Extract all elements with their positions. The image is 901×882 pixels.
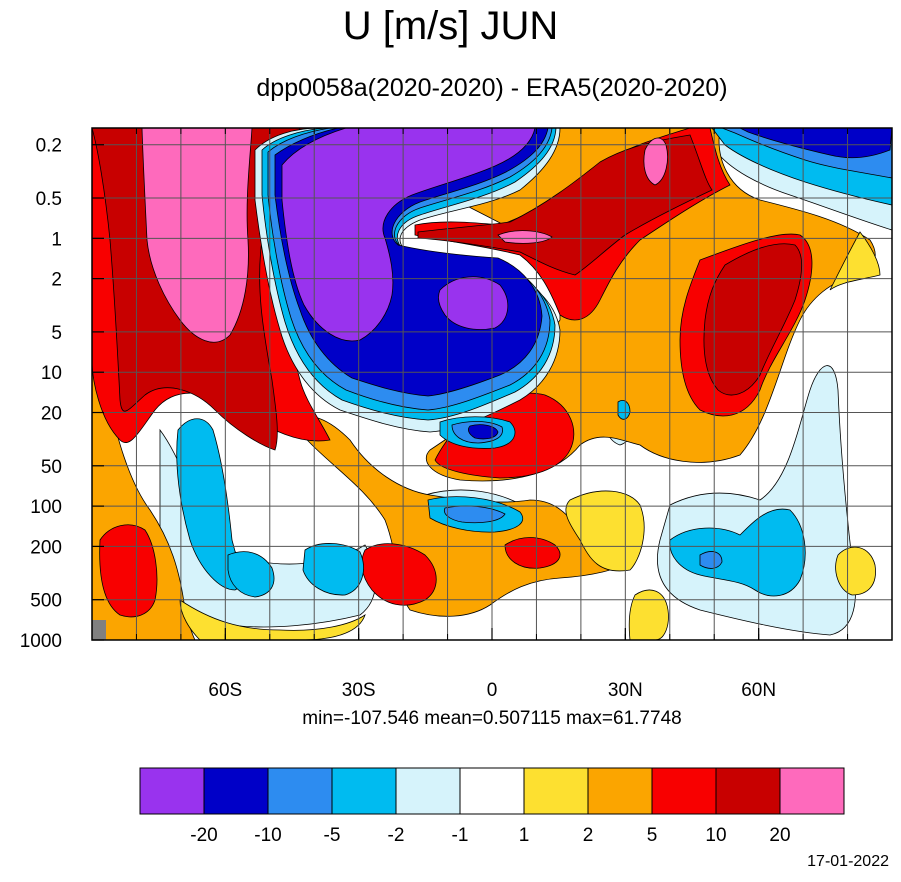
x-tick-label: 60N bbox=[741, 680, 776, 701]
y-tick-label: 10 bbox=[41, 363, 62, 384]
colorbar-swatch bbox=[395, 767, 461, 815]
y-tick-label: 50 bbox=[41, 457, 62, 478]
colorbar-swatch bbox=[587, 767, 653, 815]
chart-subtitle: dpp0058a(2020-2020) - ERA5(2020-2020) bbox=[256, 74, 728, 102]
x-tick-label: 0 bbox=[487, 680, 498, 701]
y-tick-label: 5 bbox=[51, 323, 62, 344]
colorbar-level-label: -1 bbox=[452, 825, 469, 846]
region-red-lower-eq bbox=[504, 537, 561, 569]
topography-mask bbox=[92, 620, 106, 640]
colorbar-swatch bbox=[459, 767, 525, 815]
region-navy-20hpa bbox=[468, 424, 499, 440]
region-yellow-80n bbox=[835, 546, 876, 596]
colorbar-swatch bbox=[203, 767, 269, 815]
region-yellow-south bbox=[179, 599, 366, 640]
y-tick-label: 1000 bbox=[20, 631, 62, 652]
region-yellow-center bbox=[565, 490, 645, 572]
colorbar-swatch bbox=[267, 767, 333, 815]
colorbar-level-label: -2 bbox=[388, 825, 405, 846]
region-yellow-upper bbox=[829, 231, 881, 291]
y-tick-label: 0.2 bbox=[36, 136, 62, 157]
colorbar-level-label: -10 bbox=[254, 825, 281, 846]
colorbar-level-label: -20 bbox=[190, 825, 217, 846]
x-tick-label: 30S bbox=[342, 680, 376, 701]
y-tick-label: 100 bbox=[30, 497, 62, 518]
y-tick-label: 2 bbox=[51, 270, 62, 291]
y-tick-label: 0.5 bbox=[36, 189, 62, 210]
y-tick-label: 1 bbox=[51, 229, 62, 250]
region-yellow-30n bbox=[628, 589, 669, 640]
region-cyan-30n-20hpa bbox=[617, 400, 631, 420]
colorbar-level-label: 2 bbox=[583, 825, 594, 846]
date-stamp: 17-01-2022 bbox=[807, 853, 889, 870]
axes: 60S 30S 0 30N 60N 0.2 0.5 1 2 5 10 20 50 100 200 500 100… bbox=[20, 128, 849, 701]
y-tick-label: 20 bbox=[41, 404, 62, 425]
region-cyan-north-lower bbox=[669, 508, 806, 597]
region-blue-north-lower bbox=[699, 551, 723, 569]
y-tick-label: 500 bbox=[30, 591, 62, 612]
y-tick-label: 200 bbox=[30, 537, 62, 558]
colorbar-level-label: 20 bbox=[769, 825, 790, 846]
region-pink-30n bbox=[643, 137, 668, 186]
colorbar: -20 -10 -5 -2 -1 1 2 5 10 20 bbox=[139, 767, 845, 846]
colorbar-swatch bbox=[715, 767, 781, 815]
chart-title: U [m/s] JUN bbox=[342, 4, 559, 48]
colorbar-level-label: 10 bbox=[705, 825, 726, 846]
colorbar-swatch bbox=[651, 767, 717, 815]
region-darkred-60n bbox=[703, 243, 803, 396]
colorbar-swatch bbox=[139, 767, 205, 815]
colorbar-swatch bbox=[779, 767, 845, 815]
colorbar-level-label: 5 bbox=[647, 825, 658, 846]
colorbar-swatch bbox=[523, 767, 589, 815]
region-pink-upper bbox=[497, 230, 553, 244]
colorbar-level-label: 1 bbox=[519, 825, 530, 846]
stats-line: min=-107.546 mean=0.507115 max=61.7748 bbox=[302, 708, 682, 729]
x-tick-label: 30N bbox=[608, 680, 643, 701]
region-purple-inner bbox=[438, 276, 509, 330]
colorbar-level-label: -5 bbox=[324, 825, 341, 846]
grid-lines bbox=[92, 128, 892, 641]
colorbar-swatch bbox=[331, 767, 397, 815]
x-tick-label: 60S bbox=[208, 680, 242, 701]
region-pink-south bbox=[141, 128, 253, 343]
region-navy-north-upper bbox=[739, 128, 892, 159]
